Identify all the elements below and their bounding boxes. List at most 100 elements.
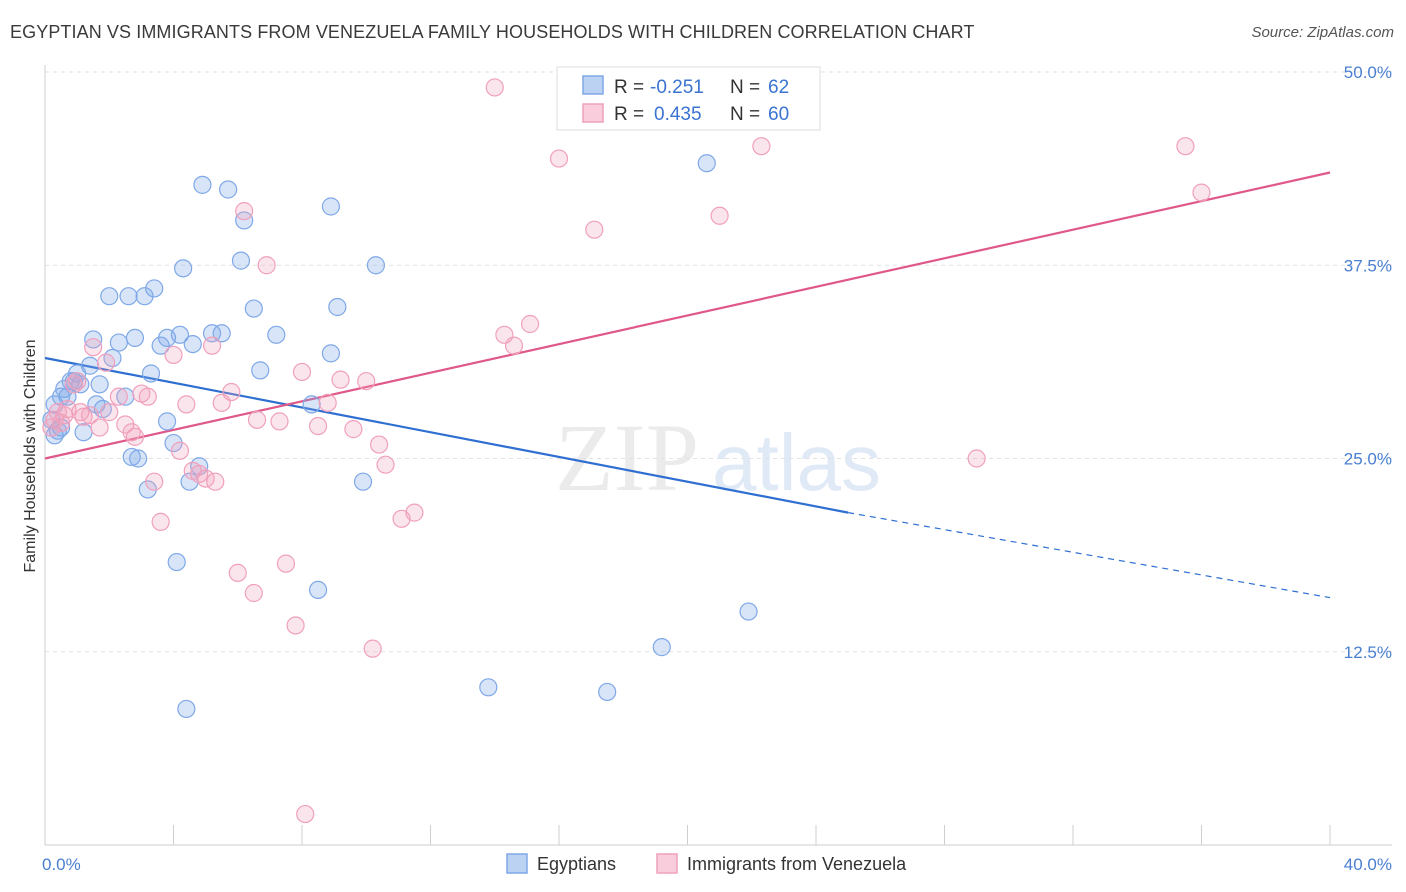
point-venezuela-63 [296,804,315,824]
point-egyptians-14 [84,330,103,349]
point-egyptians-44 [219,180,238,199]
stats-r-label-1: R = [614,77,644,98]
point-egyptians-20 [109,333,128,352]
point-venezuela-15 [109,387,128,406]
watermark-atlas: atlas [712,418,881,507]
point-venezuela-28 [196,469,215,488]
point-venezuela-10 [80,406,100,425]
stats-legend-swatch-egyptians [582,75,604,95]
point-egyptians-11 [71,375,90,394]
y-tick-label-3: 50.0% [1344,63,1392,82]
point-egyptians-23 [122,447,141,467]
point-venezuela-37 [257,256,276,275]
legend-swatch-venezuela [656,853,678,874]
point-venezuela-41 [292,362,312,382]
point-venezuela-7 [68,372,87,391]
point-venezuela-44 [331,370,350,389]
point-venezuela-9 [74,407,93,426]
point-venezuela-52 [485,78,504,97]
stats-legend-swatch-venezuela [582,103,604,123]
point-egyptians-16 [90,375,109,394]
stats-r-label-2: R = [614,104,644,125]
stats-n-label-1: N = [730,77,760,98]
trend-lines [44,171,1331,599]
point-egyptians-61 [739,602,758,621]
point-venezuela-32 [222,382,241,402]
point-egyptians-22 [119,287,138,306]
point-egyptians-28 [141,364,161,383]
point-venezuela-24 [170,441,190,460]
point-venezuela-51 [405,503,424,522]
trend-line-dashed-egyptians [848,512,1331,599]
point-venezuela-56 [549,149,569,168]
point-venezuela-22 [151,512,170,531]
point-egyptians-18 [100,287,119,306]
point-egyptians-47 [244,299,263,318]
point-venezuela-30 [206,472,225,491]
point-venezuela-18 [125,427,145,446]
y-tick-label-0: 12.5% [1344,643,1392,662]
point-venezuela-48 [370,435,389,454]
point-venezuela-54 [504,336,524,355]
point-venezuela-60 [967,449,986,468]
x-tick-labels: 0.0% 40.0% [42,855,1392,874]
y-tick-labels: 12.5% 25.0% 37.5% 50.0% [1344,63,1392,662]
point-egyptians-37 [177,699,196,719]
legend-label-venezuela: Immigrants from Venezuela [687,854,907,874]
stats-legend: R = -0.251 N = 62 R = 0.435 N = 60 [556,66,821,131]
point-venezuela-57 [585,220,604,239]
point-egyptians-13 [80,356,100,375]
point-venezuela-11 [84,338,103,357]
series-legend: Egyptians Immigrants from Venezuela [506,853,907,874]
stats-r-value-1: -0.251 [650,77,704,98]
point-egyptians-48 [251,361,270,380]
point-egyptians-26 [135,287,154,306]
point-venezuela-43 [318,393,337,412]
point-egyptians-32 [157,412,177,431]
point-venezuela-42 [308,416,328,436]
x-tick-label-0: 0.0% [42,855,81,874]
point-venezuela-49 [376,455,395,474]
point-venezuela-58 [710,206,729,225]
point-egyptians-56 [366,256,385,275]
x-tick-label-1: 40.0% [1344,855,1392,874]
point-egyptians-49 [267,325,286,344]
stats-n-value-2: 60 [768,104,789,125]
point-egyptians-59 [652,638,671,657]
chart-title: EGYPTIAN VS IMMIGRANTS FROM VENEZUELA FA… [10,22,975,42]
point-venezuela-20 [138,387,157,406]
point-egyptians-39 [183,334,202,354]
stats-n-value-1: 62 [768,77,789,98]
point-venezuela-6 [64,375,84,394]
point-egyptians-24 [125,328,145,348]
point-venezuela-40 [286,616,305,635]
point-egyptians-34 [167,552,186,572]
point-egyptians-43 [212,324,231,343]
point-egyptians-52 [321,344,341,363]
point-venezuela-12 [90,418,109,437]
point-venezuela-62 [1192,183,1211,202]
stats-n-label-2: N = [730,104,760,125]
point-egyptians-60 [697,154,716,173]
point-venezuela-23 [164,345,183,365]
point-egyptians-12 [74,423,93,442]
axes [44,65,1392,846]
watermark: ZIP atlas [555,404,881,511]
y-axis-label: Family Households with Children [22,340,39,573]
point-venezuela-45 [344,420,363,439]
legend-label-egyptians: Egyptians [537,854,616,874]
point-egyptians-46 [235,211,254,230]
point-venezuela-21 [145,472,164,491]
point-egyptians-55 [353,472,373,491]
point-egyptians-45 [231,251,251,270]
point-egyptians-36 [174,259,193,278]
grid-lines [45,71,1392,653]
point-egyptians-58 [598,682,617,702]
point-venezuela-13 [96,353,116,372]
point-egyptians-50 [302,395,321,414]
chart-source: Source: ZipAtlas.com [1251,24,1394,41]
point-venezuela-61 [1176,137,1195,156]
point-venezuela-33 [228,563,247,583]
trend-line-venezuela [44,171,1331,460]
